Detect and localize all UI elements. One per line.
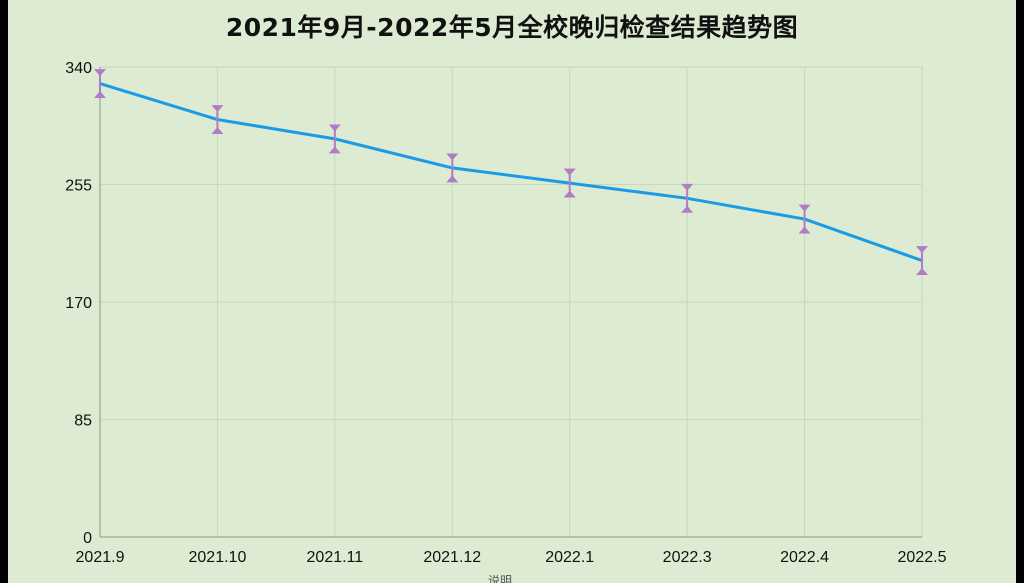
x-tick-labels: 2021.9 2021.10 2021.11 2021.12 2022.1 2022.3 2… bbox=[76, 549, 947, 566]
axes bbox=[99, 67, 922, 538]
error-bar bbox=[328, 124, 341, 154]
error-bar-cap-bottom bbox=[211, 126, 224, 134]
error-bar-cap-bottom bbox=[681, 205, 694, 213]
error-bar bbox=[446, 153, 459, 183]
error-bar-cap-top bbox=[211, 105, 224, 113]
error-bar-cap-top bbox=[798, 204, 811, 212]
y-tick-label: 85 bbox=[74, 413, 92, 430]
x-tick-label: 2022.5 bbox=[898, 549, 947, 566]
series-line bbox=[99, 82, 923, 262]
chart-frame: 2021年9月-2022年5月全校晚归检查结果趋势图 0 85 170 255 340 … bbox=[8, 0, 1016, 583]
line-chart: 0 85 170 255 340 2021.9 2021.10 2021.11 2021.12… bbox=[65, 60, 947, 566]
x-tick-label: 2021.11 bbox=[307, 549, 364, 566]
error-bar-cap-bottom bbox=[328, 146, 341, 154]
y-tick-label: 170 bbox=[65, 295, 92, 312]
y-tick-labels: 0 85 170 255 340 bbox=[65, 60, 92, 547]
error-bar-cap-bottom bbox=[798, 226, 811, 234]
chart-caption: 说明 bbox=[488, 574, 513, 583]
error-bar-cap-bottom bbox=[94, 91, 106, 99]
error-bar-cap-top bbox=[563, 168, 576, 176]
x-tick-label: 2021.9 bbox=[76, 549, 125, 566]
error-bar bbox=[916, 246, 928, 275]
x-tick-label: 2022.3 bbox=[663, 549, 712, 566]
error-bar-cap-top bbox=[328, 124, 341, 132]
y-tick-label: 0 bbox=[83, 530, 92, 547]
y-tick-label: 255 bbox=[65, 178, 92, 195]
error-bar bbox=[798, 204, 811, 234]
chart-title: 2021年9月-2022年5月全校晚归检查结果趋势图 bbox=[225, 13, 799, 42]
error-bar-cap-top bbox=[681, 183, 694, 191]
error-bars bbox=[94, 69, 928, 275]
error-bar-cap-top bbox=[446, 153, 459, 161]
error-bar bbox=[211, 105, 224, 134]
error-bar bbox=[681, 183, 694, 213]
error-bar-cap-bottom bbox=[446, 175, 459, 183]
grid-lines bbox=[100, 66, 923, 537]
x-tick-label: 2021.10 bbox=[189, 549, 247, 566]
y-tick-label: 340 bbox=[65, 60, 92, 77]
error-bar-cap-top bbox=[94, 69, 106, 77]
x-tick-label: 2022.4 bbox=[780, 549, 829, 566]
series-line-path bbox=[99, 82, 923, 262]
error-bar-cap-top bbox=[916, 246, 928, 254]
error-bar-cap-bottom bbox=[563, 190, 576, 198]
error-bar-cap-bottom bbox=[916, 267, 928, 275]
error-bar bbox=[563, 168, 576, 198]
x-tick-label: 2021.12 bbox=[423, 549, 481, 566]
error-bar bbox=[94, 69, 106, 99]
x-tick-label: 2022.1 bbox=[545, 549, 594, 566]
